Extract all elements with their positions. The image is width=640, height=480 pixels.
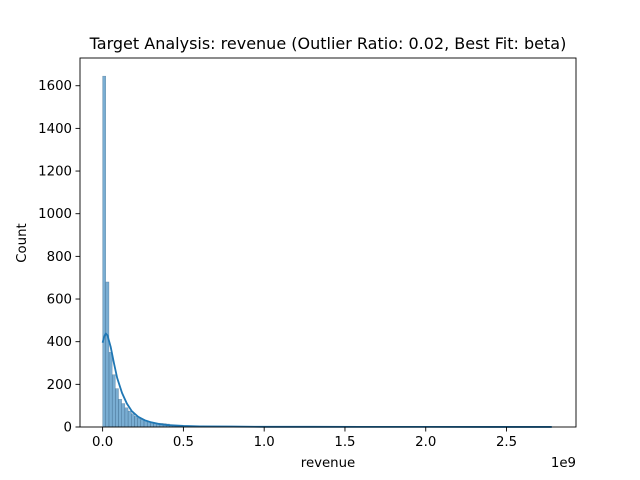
histogram-bar bbox=[105, 281, 110, 428]
x-axis-ticks: 0.0 0.5 1.0 1.5 2.0 2.5 bbox=[92, 427, 517, 450]
y-tick-label: 0 bbox=[64, 421, 72, 436]
x-tick-label: 1.0 bbox=[254, 435, 275, 450]
y-tick-label: 1400 bbox=[38, 122, 72, 137]
histogram-bar bbox=[111, 374, 116, 428]
y-tick-label: 400 bbox=[47, 335, 72, 350]
x-tick-label: 2.0 bbox=[415, 435, 436, 450]
x-tick-label: 0.0 bbox=[92, 435, 113, 450]
histogram-bar bbox=[124, 407, 129, 428]
histogram-bar bbox=[108, 352, 113, 428]
kde-curve bbox=[101, 332, 552, 428]
histogram-bar bbox=[115, 388, 119, 428]
x-tick-label: 2.5 bbox=[496, 435, 517, 450]
y-tick-label: 1600 bbox=[38, 79, 72, 94]
y-tick-label: 600 bbox=[47, 293, 72, 308]
x-axis-offset-text: 1e9 bbox=[551, 456, 576, 471]
histogram-bar bbox=[131, 413, 135, 428]
histogram-bar bbox=[127, 410, 132, 428]
histogram-bars bbox=[102, 75, 552, 428]
histogram-bar bbox=[118, 399, 122, 428]
y-axis-label: Count bbox=[15, 223, 30, 263]
x-tick-label: 0.5 bbox=[173, 435, 194, 450]
histogram-bar bbox=[137, 417, 142, 428]
histogram-bar bbox=[121, 403, 126, 428]
y-axis-ticks: 0 200 400 600 800 1000 1200 1400 1600 bbox=[38, 79, 80, 436]
x-axis-label: revenue bbox=[301, 456, 355, 471]
histogram-bar bbox=[102, 75, 107, 428]
y-tick-label: 1000 bbox=[38, 207, 72, 222]
y-tick-label: 800 bbox=[47, 250, 72, 265]
histogram-bar bbox=[140, 419, 145, 428]
y-tick-label: 1200 bbox=[38, 165, 72, 180]
chart-title: Target Analysis: revenue (Outlier Ratio:… bbox=[89, 34, 567, 53]
x-tick-label: 1.5 bbox=[334, 435, 355, 450]
histogram-bar bbox=[134, 416, 138, 428]
y-tick-label: 200 bbox=[47, 378, 72, 393]
plot-frame bbox=[79, 57, 577, 428]
